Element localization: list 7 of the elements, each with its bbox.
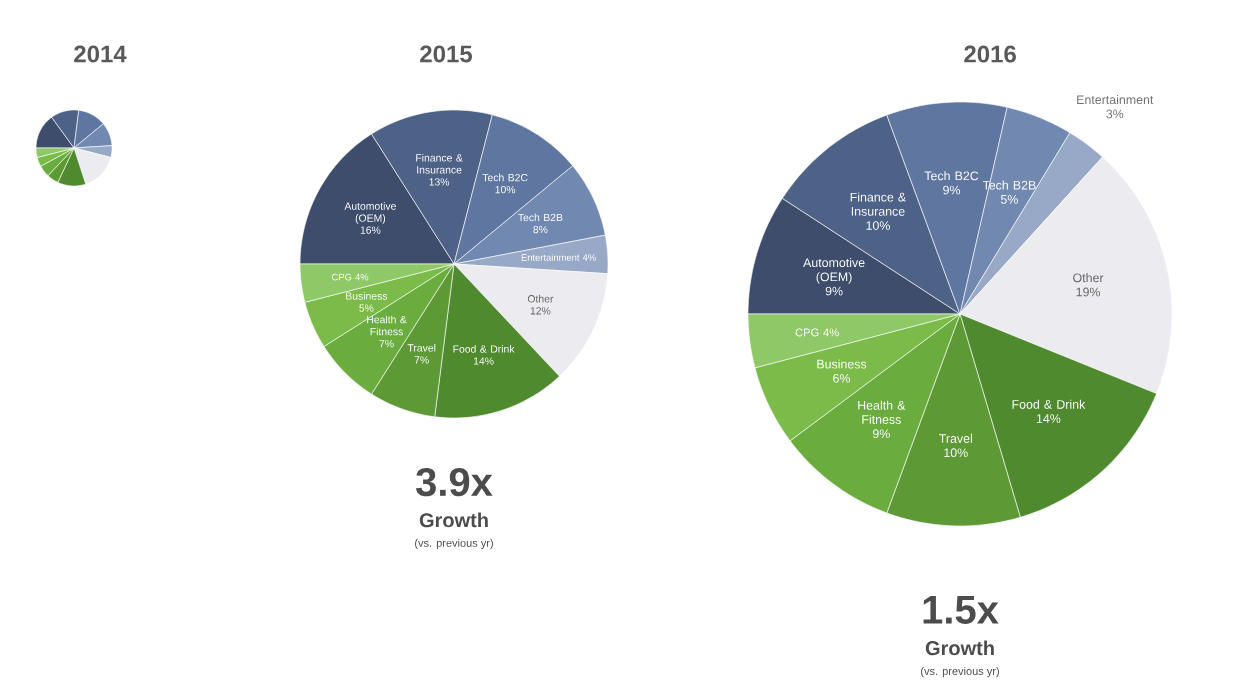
chart-title: 2016	[964, 45, 1016, 63]
text: Growth	[925, 640, 994, 656]
chart-title: 2014	[74, 45, 127, 63]
text: 1.5x	[923, 596, 999, 624]
text: 3.9x	[416, 467, 493, 497]
chart-title: 2015	[420, 45, 473, 63]
text: Growth	[419, 512, 488, 528]
